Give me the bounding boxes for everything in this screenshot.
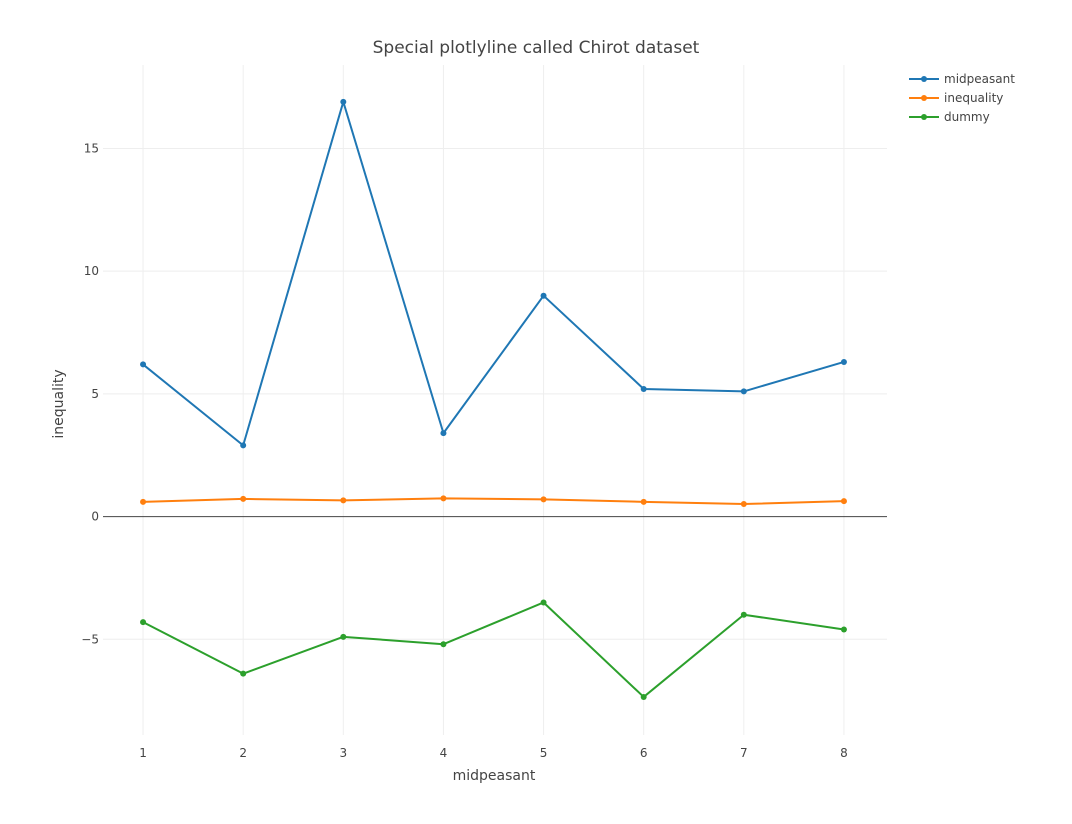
data-point-midpeasant[interactable] [340, 98, 347, 105]
data-point-midpeasant[interactable] [240, 442, 247, 449]
data-point-inequality[interactable] [840, 498, 847, 505]
x-tick-label: 5 [540, 746, 548, 760]
data-point-inequality[interactable] [240, 495, 247, 502]
legend: midpeasant inequality dummy [909, 72, 1015, 124]
legend-marker-swatch [921, 76, 927, 82]
legend-marker-swatch [921, 114, 927, 120]
y-tick-label: 5 [91, 387, 99, 401]
x-tick-label: 2 [239, 746, 247, 760]
series-line-dummy [142, 601, 845, 698]
data-point-dummy[interactable] [140, 619, 147, 626]
x-tick-label: 6 [640, 746, 648, 760]
series-line-inequality [143, 497, 844, 506]
data-point-inequality[interactable] [440, 495, 447, 502]
data-point-inequality[interactable] [340, 497, 347, 504]
data-point-midpeasant[interactable] [440, 430, 447, 437]
series-layer [140, 98, 847, 700]
axis-layer: 1 2 3 4 5 6 7 8 −5 0 5 10 15 [81, 141, 887, 760]
data-point-dummy[interactable] [240, 670, 247, 677]
legend-label: midpeasant [944, 72, 1015, 86]
series-midpeasant [140, 98, 847, 449]
data-point-dummy[interactable] [340, 633, 347, 640]
data-point-dummy[interactable] [440, 641, 447, 648]
legend-item-dummy[interactable]: dummy [909, 110, 990, 124]
x-tick-label: 7 [740, 746, 748, 760]
data-point-dummy[interactable] [540, 599, 547, 606]
y-tick-label: 10 [84, 264, 99, 278]
chart-title: Special plotlyline called Chirot dataset [373, 38, 700, 58]
series-dummy [140, 599, 847, 700]
legend-label: dummy [944, 110, 990, 124]
data-point-inequality[interactable] [540, 496, 547, 503]
data-point-midpeasant[interactable] [840, 358, 847, 365]
data-point-inequality[interactable] [740, 501, 747, 508]
x-tick-label: 8 [840, 746, 848, 760]
x-tick-label: 3 [339, 746, 347, 760]
series-inequality [140, 495, 847, 508]
grid-layer [103, 65, 887, 735]
data-point-inequality[interactable] [640, 498, 647, 505]
y-axis-title: inequality [51, 369, 67, 438]
data-point-inequality[interactable] [140, 498, 147, 505]
y-tick-label: −5 [81, 632, 99, 646]
data-point-midpeasant[interactable] [140, 361, 147, 368]
data-point-midpeasant[interactable] [640, 385, 647, 392]
data-point-dummy[interactable] [740, 611, 747, 618]
data-point-dummy[interactable] [640, 693, 647, 700]
data-point-midpeasant[interactable] [740, 388, 747, 395]
legend-label: inequality [944, 91, 1003, 105]
data-point-midpeasant[interactable] [540, 292, 547, 299]
data-point-dummy[interactable] [840, 626, 847, 633]
legend-item-midpeasant[interactable]: midpeasant [909, 72, 1015, 86]
y-tick-label: 0 [91, 510, 99, 524]
y-tick-label: 15 [84, 141, 99, 155]
x-axis-title: midpeasant [453, 768, 536, 784]
x-tick-label: 1 [139, 746, 147, 760]
legend-item-inequality[interactable]: inequality [909, 91, 1003, 105]
series-line-midpeasant [142, 100, 845, 447]
legend-marker-swatch [921, 95, 927, 101]
x-tick-label: 4 [440, 746, 448, 760]
